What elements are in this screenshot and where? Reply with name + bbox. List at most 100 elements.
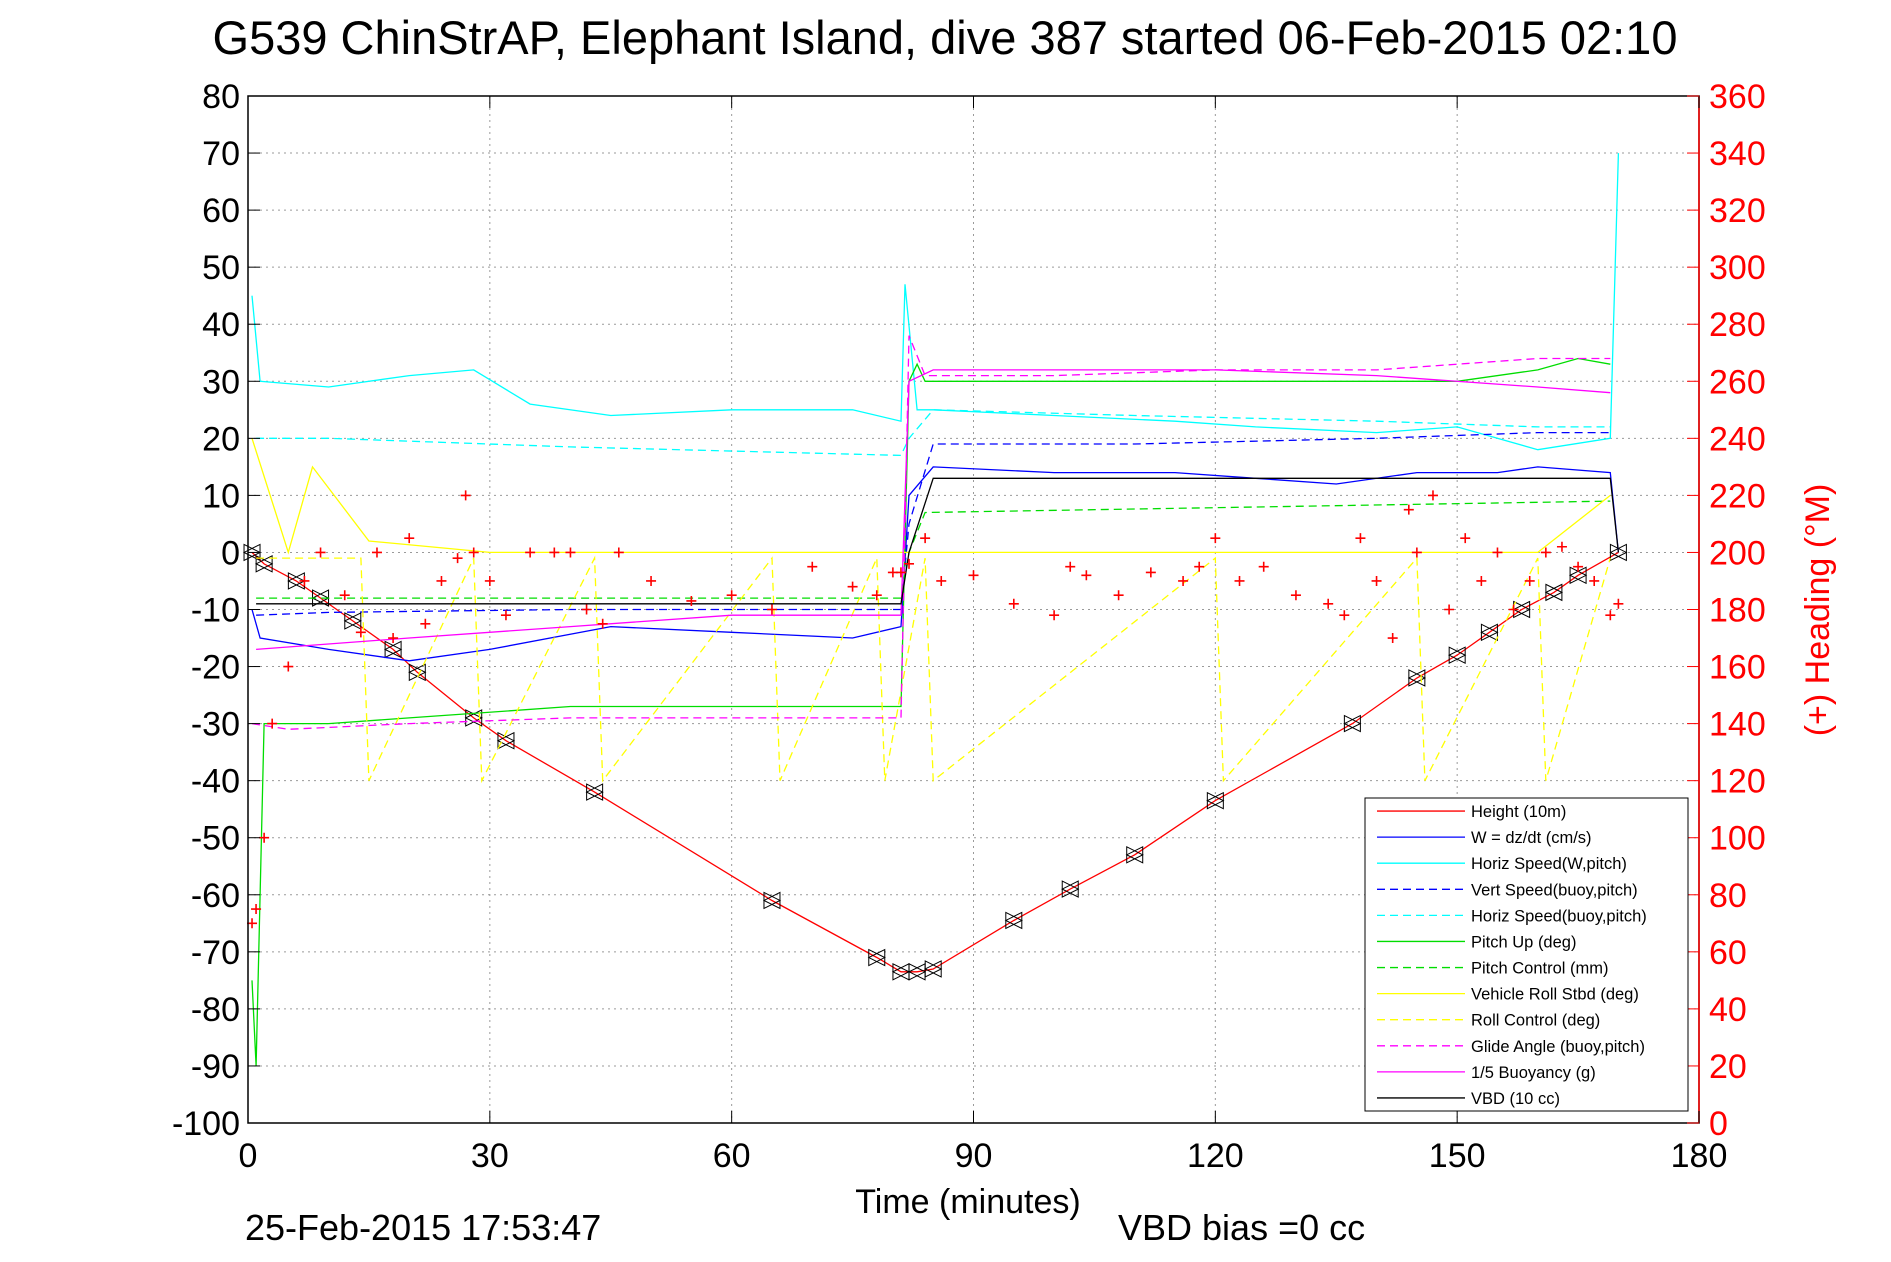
data-point-plus xyxy=(1145,567,1156,578)
legend-label: W = dz/dt (cm/s) xyxy=(1471,829,1592,847)
y-axis-left: 80 70 60 50 40 30 20 10 0 -10 -20 -30 -40 -50 -60 -70 -8… xyxy=(172,78,260,1143)
y2-tick-label: 180 xyxy=(1709,592,1766,630)
y2-tick-label: 0 xyxy=(1709,1105,1728,1143)
x-tick-label: 30 xyxy=(471,1137,509,1175)
chart-title: G539 ChinStrAP, Elephant Island, dive 38… xyxy=(213,11,1678,64)
series-line-1-5-buoyancy-g xyxy=(256,369,1611,651)
y-tick-label: 40 xyxy=(202,306,240,344)
y2-tick-label: 100 xyxy=(1709,820,1766,858)
data-point-plus xyxy=(267,718,278,729)
data-point-plus xyxy=(766,604,777,615)
data-point-plus xyxy=(1411,547,1422,558)
data-point-plus xyxy=(581,604,592,615)
data-point-plus xyxy=(1049,610,1060,621)
series-line-vert-speed-buoy-pitch xyxy=(256,431,1611,616)
x-tick-label: 0 xyxy=(239,1137,258,1175)
timestamp-footer: 25-Feb-2015 17:53:47 xyxy=(245,1207,601,1248)
x-tick-label: 90 xyxy=(955,1137,993,1175)
series-group xyxy=(242,153,1628,1066)
data-point-triangle xyxy=(496,731,515,750)
data-point-triangle xyxy=(343,612,362,630)
data-point-plus xyxy=(1323,598,1334,609)
data-point-plus xyxy=(871,590,882,601)
y-tick-label: 60 xyxy=(202,192,240,230)
data-point-triangle xyxy=(1125,846,1144,864)
y-tick-label: 30 xyxy=(202,363,240,401)
data-point-plus xyxy=(1387,633,1398,644)
data-point-triangle xyxy=(255,555,273,573)
data-point-plus xyxy=(1460,533,1471,544)
data-point-plus xyxy=(1573,561,1584,572)
y-tick-label: 20 xyxy=(202,420,240,458)
data-point-plus xyxy=(1339,610,1350,621)
data-point-plus xyxy=(283,661,294,672)
data-point-triangle xyxy=(1407,669,1426,687)
y2-axis-label: (+) Heading (°M) xyxy=(1799,484,1837,737)
data-point-plus xyxy=(1065,561,1076,572)
data-point-plus xyxy=(920,533,931,544)
data-point-plus xyxy=(1113,590,1124,601)
data-point-plus xyxy=(500,610,511,621)
y-tick-label: -50 xyxy=(191,820,240,858)
data-point-plus xyxy=(1540,547,1551,558)
data-point-plus xyxy=(726,590,737,601)
data-point-plus xyxy=(1492,547,1503,558)
x-tick-label: 180 xyxy=(1671,1137,1728,1175)
data-point-triangle xyxy=(1512,600,1531,619)
data-point-triangle xyxy=(383,640,402,659)
data-point-plus xyxy=(968,570,979,581)
data-point-plus xyxy=(388,633,399,644)
x-tick-label: 150 xyxy=(1429,1137,1486,1175)
data-point-plus xyxy=(565,547,576,558)
legend-label: Pitch Control (mm) xyxy=(1471,960,1609,978)
series-roll-control-deg xyxy=(256,555,1611,784)
data-point-plus xyxy=(484,575,495,586)
legend-box xyxy=(1364,797,1689,1112)
y2-tick-label: 20 xyxy=(1709,1048,1747,1086)
data-point-plus xyxy=(404,533,415,544)
legend-label: Vert Speed(buoy,pitch) xyxy=(1471,881,1638,899)
data-point-plus xyxy=(1556,541,1567,552)
y2-tick-label: 40 xyxy=(1709,991,1747,1029)
data-point-plus xyxy=(420,618,431,629)
series-line-horiz-speed-w-pitch xyxy=(251,153,1620,451)
data-point-triangle xyxy=(1004,911,1023,930)
legend-label: Vehicle Roll Stbd (deg) xyxy=(1471,986,1639,1004)
data-point-plus xyxy=(371,547,382,558)
y-tick-label: -20 xyxy=(191,649,240,687)
data-point-triangle xyxy=(1206,791,1224,810)
vbd-bias-footer: VBD bias =0 cc xyxy=(1118,1207,1365,1248)
data-point-plus xyxy=(468,547,479,558)
series-vehicle-roll-stbd-deg xyxy=(251,438,1611,555)
data-point-plus xyxy=(1476,575,1487,586)
y-tick-label: 50 xyxy=(202,249,240,287)
data-point-triangle xyxy=(1480,623,1498,642)
y-tick-label: -90 xyxy=(191,1048,240,1086)
data-point-triangle xyxy=(762,891,781,910)
data-point-triangle xyxy=(924,960,942,978)
data-point-plus xyxy=(1290,590,1301,601)
data-point-plus xyxy=(1605,610,1616,621)
series-1-5-buoyancy-g xyxy=(256,369,1611,651)
series-line-horiz-speed-buoy-pitch xyxy=(256,409,1611,457)
data-point-triangle xyxy=(408,663,426,682)
y-tick-label: 0 xyxy=(221,534,240,572)
y-tick-label: -10 xyxy=(191,592,240,630)
y2-tick-label: 120 xyxy=(1709,763,1766,801)
data-point-plus xyxy=(1355,533,1366,544)
y-tick-label: -60 xyxy=(191,877,240,915)
legend-label: 1/5 Buoyancy (g) xyxy=(1471,1064,1596,1082)
series-vbd-10-cc xyxy=(256,477,1620,605)
data-point-plus xyxy=(549,547,560,558)
data-point-plus xyxy=(1508,604,1519,615)
data-point-plus xyxy=(1371,575,1382,586)
y-tick-label: 10 xyxy=(202,477,240,515)
data-point-plus xyxy=(315,547,326,558)
x-tick-label: 60 xyxy=(713,1137,751,1175)
data-point-plus xyxy=(1444,604,1455,615)
series-w-dz-dt-cm-s xyxy=(251,466,1620,662)
data-point-plus xyxy=(299,575,310,586)
legend-label: Horiz Speed(buoy,pitch) xyxy=(1471,907,1647,925)
data-point-plus xyxy=(452,553,463,564)
data-point-triangle xyxy=(242,543,261,562)
